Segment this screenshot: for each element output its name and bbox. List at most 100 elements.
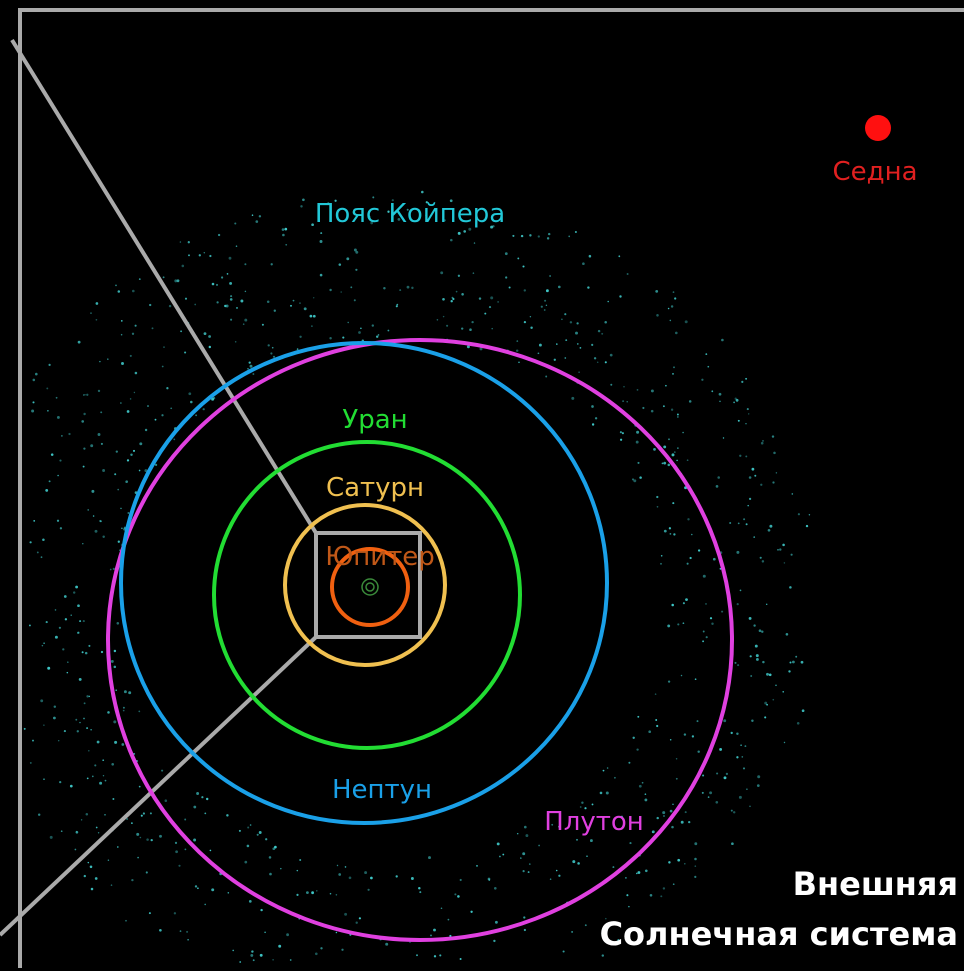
kuiper-dot bbox=[371, 324, 374, 327]
kuiper-dot bbox=[312, 314, 316, 318]
kuiper-dot bbox=[736, 756, 739, 759]
kuiper-dot bbox=[140, 814, 143, 817]
kuiper-dot bbox=[785, 633, 789, 636]
kuiper-dot bbox=[168, 304, 172, 308]
kuiper-dot bbox=[109, 568, 112, 571]
kuiper-dot bbox=[274, 845, 277, 849]
kuiper-dot bbox=[676, 459, 678, 462]
kuiper-dot bbox=[545, 289, 549, 293]
kuiper-dot bbox=[49, 835, 53, 839]
kuiper-dot bbox=[749, 655, 752, 658]
kuiper-dot bbox=[252, 373, 255, 375]
kuiper-dot bbox=[342, 336, 345, 339]
kuiper-dot bbox=[702, 630, 705, 633]
kuiper-dot bbox=[466, 345, 470, 349]
kuiper-dot bbox=[211, 282, 215, 286]
kuiper-dot bbox=[470, 910, 473, 913]
kuiper-dot bbox=[228, 256, 232, 260]
kuiper-dot bbox=[745, 523, 748, 526]
kuiper-dot bbox=[133, 391, 136, 394]
jupiter-orbit bbox=[330, 547, 410, 627]
kuiper-dot bbox=[348, 876, 352, 880]
kuiper-dot bbox=[586, 855, 588, 858]
kuiper-dot bbox=[762, 439, 764, 442]
kuiper-dot bbox=[635, 440, 639, 444]
kuiper-dot bbox=[772, 481, 775, 484]
kuiper-dot bbox=[113, 720, 117, 724]
kuiper-dot bbox=[773, 451, 776, 455]
sedna-label: Седна bbox=[832, 157, 917, 187]
kuiper-dot bbox=[123, 690, 127, 694]
kuiper-dot bbox=[696, 720, 699, 723]
kuiper-dot bbox=[694, 857, 697, 861]
kuiper-dot bbox=[650, 409, 654, 413]
kuiper-dot bbox=[782, 691, 784, 693]
kuiper-dot bbox=[226, 273, 229, 275]
kuiper-dot bbox=[117, 540, 120, 543]
kuiper-dot bbox=[478, 297, 482, 300]
kuiper-dot bbox=[370, 221, 374, 225]
kuiper-dot bbox=[471, 320, 474, 324]
kuiper-dot bbox=[694, 678, 697, 681]
kuiper-dot bbox=[808, 514, 811, 516]
kuiper-dot bbox=[115, 689, 118, 692]
kuiper-dot bbox=[641, 781, 644, 784]
kuiper-dot bbox=[670, 305, 674, 308]
kuiper-dot bbox=[665, 384, 667, 387]
kuiper-dot bbox=[669, 319, 672, 322]
kuiper-dot bbox=[797, 513, 800, 516]
kuiper-dot bbox=[686, 562, 689, 565]
kuiper-dot bbox=[796, 722, 800, 725]
kuiper-dot bbox=[296, 893, 299, 897]
kuiper-dot bbox=[131, 289, 135, 293]
kuiper-dot bbox=[540, 305, 543, 308]
kuiper-dot bbox=[618, 255, 621, 258]
kuiper-dot bbox=[29, 761, 32, 764]
kuiper-dot bbox=[416, 954, 418, 957]
kuiper-dot bbox=[110, 659, 114, 663]
kuiper-dot bbox=[114, 740, 118, 744]
kuiper-dot bbox=[338, 873, 342, 876]
kuiper-dot bbox=[760, 441, 764, 445]
kuiper-dot bbox=[575, 331, 578, 335]
neptune-orbit bbox=[119, 341, 609, 825]
kuiper-dot bbox=[149, 303, 152, 307]
kuiper-dot bbox=[238, 829, 241, 832]
kuiper-dot bbox=[336, 864, 339, 867]
kuiper-dot bbox=[138, 785, 141, 788]
kuiper-dot bbox=[272, 355, 276, 358]
kuiper-dot bbox=[569, 321, 573, 324]
kuiper-dot bbox=[783, 562, 786, 564]
kuiper-dot bbox=[63, 595, 67, 598]
kuiper-dot bbox=[63, 730, 66, 733]
kuiper-dot bbox=[77, 632, 79, 634]
kuiper-dot bbox=[114, 473, 117, 476]
kuiper-dot bbox=[347, 321, 349, 324]
kuiper-dot bbox=[639, 476, 642, 479]
kuiper-dot bbox=[130, 453, 133, 457]
kuiper-dot bbox=[126, 818, 128, 820]
kuiper-dot bbox=[718, 392, 722, 396]
kuiper-dot bbox=[572, 860, 576, 864]
kuiper-dot bbox=[387, 210, 390, 213]
kuiper-dot bbox=[251, 214, 254, 216]
kuiper-dot bbox=[377, 334, 380, 336]
kuiper-dot bbox=[250, 953, 254, 957]
kuiper-dot bbox=[338, 263, 342, 266]
neptune-label: Нептун bbox=[332, 775, 432, 805]
kuiper-dot bbox=[757, 775, 761, 779]
kuiper-belt-dots bbox=[23, 190, 811, 963]
kuiper-dot bbox=[473, 242, 476, 244]
kuiper-dot bbox=[621, 432, 624, 435]
kuiper-dot bbox=[225, 304, 229, 308]
kuiper-dot bbox=[174, 279, 178, 283]
kuiper-dot bbox=[522, 265, 525, 268]
kuiper-dot bbox=[23, 727, 26, 730]
kuiper-dot bbox=[656, 314, 659, 317]
kuiper-dot bbox=[269, 872, 272, 876]
kuiper-dot bbox=[711, 622, 714, 625]
kuiper-dot bbox=[623, 385, 625, 388]
kuiper-dot bbox=[95, 826, 98, 829]
kuiper-dot bbox=[173, 438, 176, 441]
kuiper-dot bbox=[83, 874, 86, 878]
